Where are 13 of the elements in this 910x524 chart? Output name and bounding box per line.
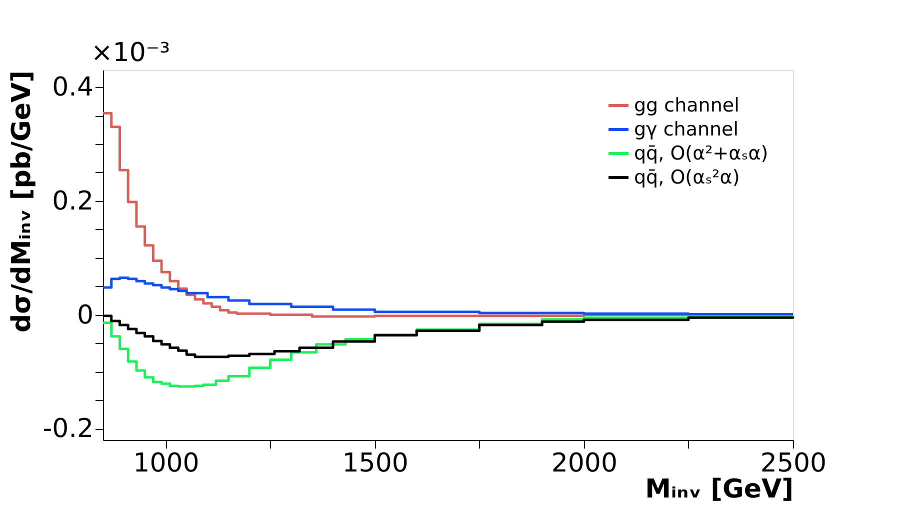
y-tick-label: 0.4	[52, 72, 94, 103]
x-tick-label: 1000	[133, 448, 200, 478]
x-tick-label: 1500	[342, 448, 408, 478]
legend-label: gg channel	[634, 94, 740, 116]
legend-label: qq̄, O(αₛ²α)	[634, 166, 740, 188]
y-axis-title: dσ/dMᵢₙᵥ [pb/GeV]	[6, 70, 37, 333]
legend-label: gγ channel	[634, 118, 739, 140]
y-tick-label: 0	[76, 300, 94, 330]
x-tick-label: 2000	[551, 448, 618, 478]
text: ×10⁻³	[91, 38, 170, 68]
y-tick-label: -0.2	[42, 414, 94, 444]
y-tick-label: 0.2	[52, 186, 94, 216]
legend-label: qq̄, O(α²+αₛα)	[634, 142, 768, 164]
